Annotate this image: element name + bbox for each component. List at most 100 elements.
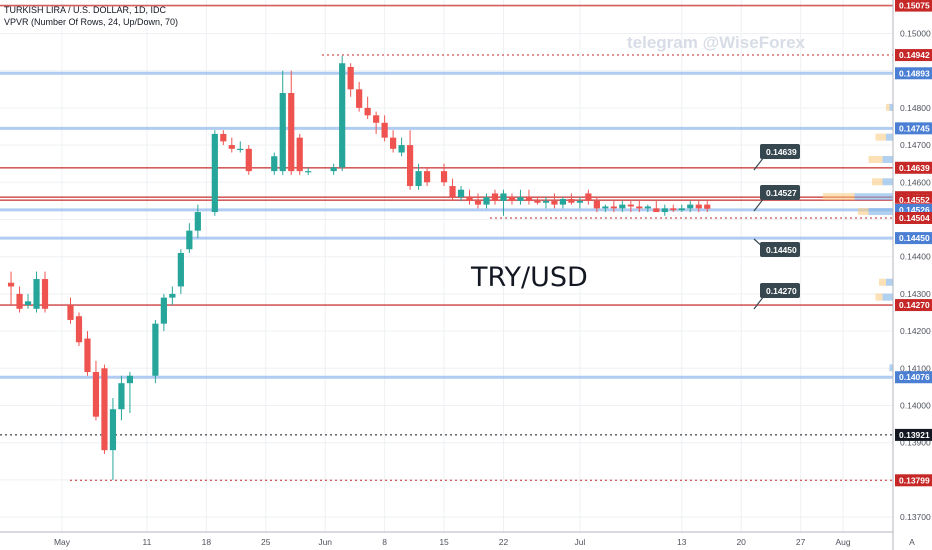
x-tick-label: May bbox=[54, 537, 71, 547]
candle-body bbox=[24, 301, 32, 306]
vp-bar-down bbox=[872, 178, 883, 186]
candle-body bbox=[644, 206, 651, 209]
candle-body bbox=[491, 193, 499, 201]
candle-body bbox=[415, 171, 422, 187]
candle-body bbox=[186, 230, 193, 250]
vp-bar-down bbox=[886, 103, 890, 111]
vp-bar-up bbox=[889, 103, 893, 111]
vp-bar-down bbox=[868, 155, 883, 163]
time-axis[interactable]: May 11 18 25 Jun 8 15 22 Jul 13 20 27 Aug A bbox=[0, 531, 915, 547]
vp-bar-up bbox=[882, 178, 893, 186]
candle-body bbox=[610, 206, 617, 209]
candle-body bbox=[466, 197, 473, 201]
candle-body bbox=[41, 279, 49, 309]
annotation-box bbox=[760, 185, 800, 200]
price-label: 0.14526 bbox=[899, 205, 930, 215]
candle-body bbox=[525, 197, 533, 201]
y-tick-label: 0.14700 bbox=[900, 140, 931, 150]
candle-body bbox=[194, 212, 201, 231]
candle-body bbox=[169, 293, 176, 298]
candle-body bbox=[92, 372, 100, 417]
candle-body bbox=[457, 189, 465, 198]
vp-bar-down bbox=[858, 208, 869, 216]
candle-body bbox=[245, 148, 252, 172]
chart-grid bbox=[0, 0, 893, 532]
price-label: 0.14745 bbox=[899, 123, 930, 133]
candle-body bbox=[576, 200, 583, 203]
y-tick-label: 0.14000 bbox=[900, 401, 931, 411]
symbol-text: TRY/USD bbox=[471, 262, 588, 293]
candle-body bbox=[33, 279, 40, 309]
candle-body bbox=[534, 200, 541, 203]
candle-body bbox=[653, 208, 660, 213]
candlestick-series bbox=[7, 55, 711, 480]
price-label-bg bbox=[895, 232, 932, 245]
candle-body bbox=[695, 204, 702, 209]
watermark-text: telegram @WiseForex bbox=[627, 33, 805, 52]
y-tick-label: 0.14600 bbox=[900, 177, 931, 187]
candle-body bbox=[305, 171, 312, 173]
candle-body bbox=[339, 63, 346, 168]
horizontal-levels bbox=[0, 4, 893, 481]
candle-body bbox=[381, 122, 388, 138]
candle-body bbox=[704, 204, 711, 209]
vp-bar-up bbox=[886, 278, 893, 286]
symbol-title[interactable]: TURKISH LIRA / U.S. DOLLAR, 1D, IDC bbox=[4, 5, 167, 15]
x-tick-label: Jul bbox=[574, 537, 585, 547]
candle-body bbox=[75, 316, 83, 343]
price-label-bg bbox=[895, 49, 932, 62]
price-label-bg bbox=[895, 474, 932, 487]
candle-body bbox=[330, 167, 337, 172]
auto-scale-button[interactable]: A bbox=[909, 537, 915, 547]
vp-bar-down bbox=[875, 293, 883, 301]
candle-body bbox=[152, 323, 159, 376]
annotation-pointer bbox=[753, 295, 765, 310]
x-tick-label: 11 bbox=[142, 537, 151, 547]
candle-body bbox=[678, 208, 685, 211]
candle-body bbox=[228, 145, 235, 149]
annotation-label: 0.14450 bbox=[766, 245, 797, 255]
price-label-bg bbox=[895, 161, 932, 174]
annotation-pointer bbox=[753, 197, 765, 212]
candle-body bbox=[406, 145, 414, 187]
vp-bar-up bbox=[886, 133, 893, 141]
vp-bar-up bbox=[882, 155, 893, 163]
vp-bar-up bbox=[882, 293, 893, 301]
candle-body bbox=[627, 204, 634, 207]
x-tick-label: 15 bbox=[439, 537, 449, 547]
candle-body bbox=[517, 197, 524, 201]
x-tick-label: 20 bbox=[736, 537, 746, 547]
price-label: 0.14450 bbox=[899, 233, 930, 243]
candle-body bbox=[568, 199, 575, 203]
candle-body bbox=[118, 383, 125, 410]
volume-profile bbox=[823, 103, 893, 372]
price-label: 0.14942 bbox=[899, 50, 930, 60]
candle-body bbox=[211, 133, 218, 213]
price-axis[interactable]: 0.150000.149000.148000.147000.146000.145… bbox=[892, 0, 932, 550]
y-tick-label: 0.15000 bbox=[900, 28, 931, 38]
annotation-box bbox=[760, 242, 800, 257]
candle-body bbox=[109, 409, 117, 451]
annotation-pointer bbox=[753, 156, 765, 171]
candle-body bbox=[687, 204, 694, 209]
candle-body bbox=[288, 93, 295, 172]
price-label-bg bbox=[895, 0, 932, 12]
candle-body bbox=[636, 206, 643, 209]
candle-body bbox=[670, 208, 677, 211]
candle-body bbox=[440, 171, 448, 183]
price-label-bg bbox=[895, 299, 932, 312]
price-label: 0.14504 bbox=[899, 213, 930, 223]
chart-legend: TURKISH LIRA / U.S. DOLLAR, 1D, IDC VPVR… bbox=[4, 4, 178, 28]
indicator-title[interactable]: VPVR (Number Of Rows, 24, Up/Down, 70) bbox=[4, 17, 179, 27]
price-label: 0.14270 bbox=[899, 300, 930, 310]
candle-body bbox=[390, 137, 397, 149]
candle-body bbox=[593, 200, 600, 209]
price-label: 0.13921 bbox=[899, 430, 930, 440]
candle-body bbox=[542, 200, 550, 203]
candle-body bbox=[16, 293, 23, 309]
candle-body bbox=[67, 305, 74, 320]
candle-body bbox=[500, 193, 507, 201]
price-label: 0.14076 bbox=[899, 372, 930, 382]
vp-bar-down bbox=[875, 133, 886, 141]
